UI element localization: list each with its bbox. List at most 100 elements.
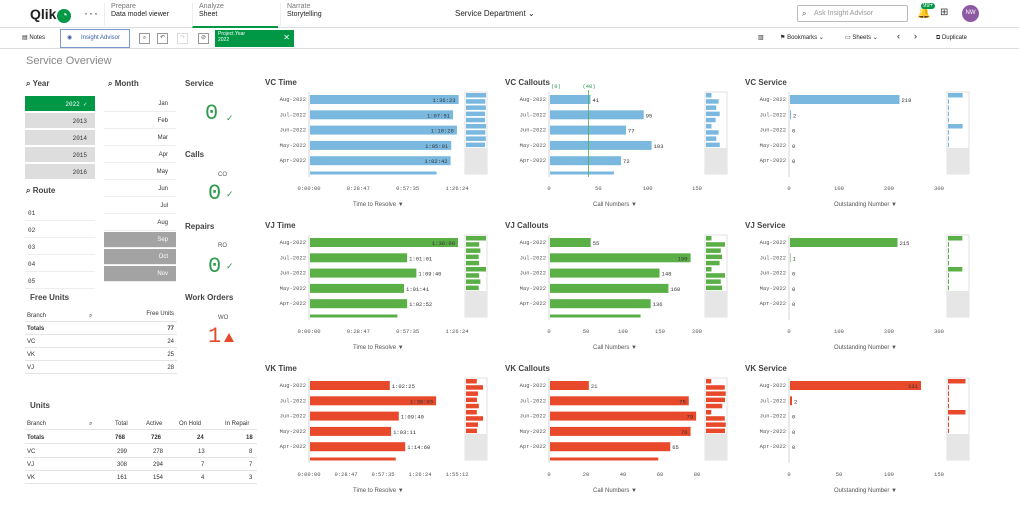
col-free-units[interactable]: Free Units bbox=[146, 311, 174, 317]
bar[interactable] bbox=[790, 253, 791, 263]
bar[interactable] bbox=[790, 396, 792, 406]
col-total[interactable]: Total bbox=[115, 421, 128, 427]
bar[interactable] bbox=[310, 253, 408, 263]
bar[interactable] bbox=[310, 125, 457, 135]
bar[interactable] bbox=[310, 426, 392, 436]
month-item[interactable]: Apr bbox=[104, 147, 176, 163]
close-icon[interactable]: ✕ bbox=[283, 33, 290, 42]
selection-forward-icon[interactable]: ↷ bbox=[177, 33, 188, 44]
vc-callouts-x-axis-label[interactable]: Call Numbers ▼ bbox=[593, 202, 637, 208]
search-icon[interactable]: ⌕ bbox=[89, 421, 93, 427]
bar[interactable] bbox=[550, 110, 644, 120]
bar[interactable] bbox=[310, 411, 399, 421]
selection-chip-year[interactable]: Project.Year 2022 ✕ bbox=[215, 30, 294, 47]
vk-time-x-axis-label[interactable]: Time to Resolve ▼ bbox=[353, 488, 404, 494]
col-branch[interactable]: Branch bbox=[27, 313, 47, 319]
col-in-repair[interactable]: In Repair bbox=[225, 421, 250, 427]
bar[interactable] bbox=[310, 299, 408, 309]
vc-service-chart[interactable]: Aug-2022 219 Jul-2022 2 Jun-2022 0 May-2022 0 Ap… bbox=[745, 91, 985, 204]
bell-icon[interactable]: 🔔 bbox=[917, 7, 931, 19]
col-active[interactable]: Active bbox=[146, 421, 163, 427]
duplicate-button[interactable]: ⧉ Duplicate bbox=[936, 32, 967, 45]
notes-button[interactable]: ▤ Notes bbox=[22, 32, 45, 45]
vj-callouts-x-axis-label[interactable]: Call Numbers ▼ bbox=[593, 345, 637, 351]
bookmarks-button[interactable]: ⚑ Bookmarks ⌄ bbox=[780, 35, 824, 41]
insight-advisor-button[interactable]: ◉ Insight Advisor bbox=[60, 29, 130, 48]
bar[interactable] bbox=[790, 238, 898, 247]
bar[interactable] bbox=[550, 268, 660, 278]
vk-service-chart[interactable]: Aug-2022 131 Jul-2022 2 Jun-2022 0 May-2022 0 Ap… bbox=[745, 377, 985, 490]
month-item[interactable]: May bbox=[104, 164, 176, 180]
month-item[interactable]: Mar bbox=[104, 130, 176, 146]
kpi-calls-value[interactable]: 0 bbox=[208, 181, 222, 206]
kpi-orders-value[interactable]: 1 bbox=[208, 324, 222, 349]
month-item[interactable]: Aug bbox=[104, 215, 176, 231]
bar[interactable] bbox=[550, 283, 669, 293]
table-row[interactable]: VC 299 278 13 8 bbox=[25, 446, 257, 458]
bar[interactable] bbox=[550, 442, 671, 452]
prev-sheet-icon[interactable]: ‹ bbox=[897, 31, 900, 41]
smart-search-icon[interactable]: ⌕ bbox=[139, 33, 150, 44]
table-row[interactable]: VJ 28 bbox=[25, 362, 177, 374]
route-item[interactable]: 03 bbox=[25, 239, 95, 255]
search-icon[interactable]: ⌕ bbox=[89, 313, 93, 319]
route-filter-title[interactable]: ⌕ Route bbox=[26, 186, 55, 196]
avatar[interactable]: NW bbox=[962, 5, 979, 22]
month-item[interactable]: Feb bbox=[104, 113, 176, 129]
next-sheet-icon[interactable]: › bbox=[914, 31, 917, 41]
bar[interactable] bbox=[550, 426, 691, 436]
vc-service-x-axis-label[interactable]: Outstanding Number ▼ bbox=[834, 202, 897, 208]
vk-callouts-chart[interactable]: Aug-2022 21 Jul-2022 75 Jun-2022 79 May-2022 76… bbox=[505, 377, 743, 490]
app-title[interactable]: Service Department ⌄ bbox=[455, 9, 535, 18]
bar[interactable] bbox=[550, 140, 652, 150]
selection-back-icon[interactable]: ↶ bbox=[157, 33, 168, 44]
month-item[interactable]: Nov bbox=[104, 266, 176, 282]
vk-callouts-x-axis-label[interactable]: Call Numbers ▼ bbox=[593, 488, 637, 494]
bar[interactable] bbox=[310, 140, 452, 150]
table-row[interactable]: VK 25 bbox=[25, 349, 177, 361]
bar[interactable] bbox=[550, 381, 589, 390]
route-item[interactable]: 05 bbox=[25, 273, 95, 289]
bar[interactable] bbox=[550, 125, 626, 135]
table-row[interactable]: VJ 308 294 7 7 bbox=[25, 459, 257, 471]
bar[interactable] bbox=[310, 283, 405, 293]
year-item-2022[interactable]: 2022 ✓ bbox=[25, 96, 95, 112]
bar[interactable] bbox=[310, 95, 459, 104]
bar[interactable] bbox=[790, 110, 791, 120]
bar[interactable] bbox=[550, 238, 591, 247]
vj-callouts-chart[interactable]: Aug-2022 55 Jul-2022 190 Jun-2022 148 May-2022… bbox=[505, 234, 743, 347]
insight-search-input[interactable]: ⌕ Ask Insight Advisor bbox=[797, 5, 908, 22]
bar[interactable] bbox=[550, 253, 691, 263]
bar[interactable] bbox=[550, 396, 689, 406]
apps-grid-icon[interactable]: ⊞ bbox=[940, 7, 949, 18]
vc-time-chart[interactable]: Aug-2022 1:36:23 Jul-2022 1:07:51 Jun-2022 1:… bbox=[265, 91, 503, 204]
route-item[interactable]: 04 bbox=[25, 256, 95, 272]
bar[interactable] bbox=[550, 95, 591, 104]
vk-time-chart[interactable]: Aug-2022 1:02:25 Jul-2022 1:38:03 Jun-2022 1:… bbox=[265, 377, 503, 490]
month-item[interactable]: Jun bbox=[104, 181, 176, 197]
month-filter-title[interactable]: ⌕ Month bbox=[108, 79, 139, 89]
month-item[interactable]: Oct bbox=[104, 249, 176, 265]
bar[interactable] bbox=[550, 411, 697, 421]
vj-service-chart[interactable]: Aug-2022 215 Jul-2022 1 Jun-2022 0 May-2022 0 Ap… bbox=[745, 234, 985, 347]
vj-time-x-axis-label[interactable]: Time to Resolve ▼ bbox=[353, 345, 404, 351]
year-filter-title[interactable]: ⌕ Year bbox=[26, 79, 49, 89]
sheet-view-icon[interactable]: ▥ bbox=[758, 35, 764, 41]
bar[interactable] bbox=[310, 268, 417, 278]
table-row[interactable]: VC 24 bbox=[25, 336, 177, 348]
bar[interactable] bbox=[310, 156, 451, 166]
bar[interactable] bbox=[550, 299, 651, 309]
more-menu-icon[interactable]: ··· bbox=[84, 6, 99, 20]
bar[interactable] bbox=[310, 110, 454, 120]
vk-service-x-axis-label[interactable]: Outstanding Number ▼ bbox=[834, 488, 897, 494]
vj-time-chart[interactable]: Aug-2022 1:36:00 Jul-2022 1:01:01 Jun-2022 1:… bbox=[265, 234, 503, 347]
kpi-repairs-value[interactable]: 0 bbox=[208, 254, 222, 279]
nav-analyze[interactable]: Analyze Sheet bbox=[192, 3, 278, 28]
clear-selections-icon[interactable]: ⊘ bbox=[198, 33, 209, 44]
bar[interactable] bbox=[310, 238, 458, 247]
route-item[interactable]: 02 bbox=[25, 222, 95, 238]
month-item[interactable]: Jan bbox=[104, 96, 176, 112]
bar[interactable] bbox=[310, 381, 390, 390]
bar[interactable] bbox=[310, 442, 406, 452]
route-item[interactable]: 01 bbox=[25, 205, 95, 221]
